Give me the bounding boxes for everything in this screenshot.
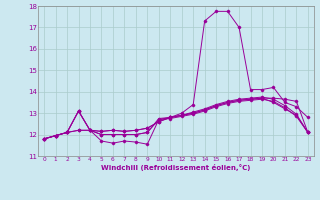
X-axis label: Windchill (Refroidissement éolien,°C): Windchill (Refroidissement éolien,°C) bbox=[101, 164, 251, 171]
